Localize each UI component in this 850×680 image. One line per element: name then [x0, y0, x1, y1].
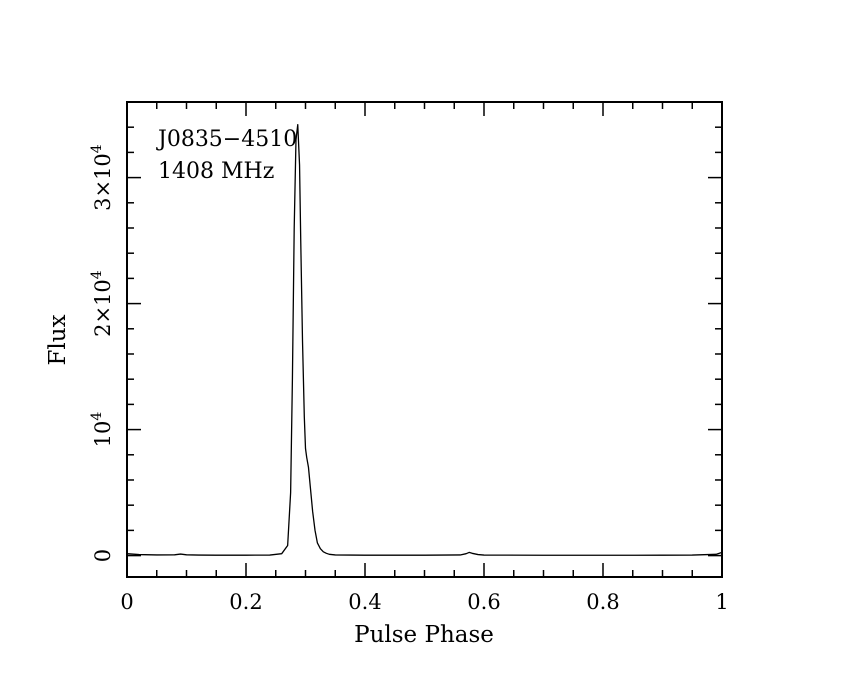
x-tick-label: 0.6: [467, 590, 500, 614]
x-tick-label: 0.8: [586, 590, 619, 614]
y-tick-label: 2×104: [89, 270, 115, 337]
pulse-profile-line: [126, 124, 723, 556]
x-tick-label: 0: [120, 590, 133, 614]
y-tick-label: 0: [91, 549, 115, 562]
x-tick-label: 1: [715, 590, 728, 614]
y-tick-labels: 0 104 2×104 3×104: [89, 144, 115, 562]
x-axis-label: Pulse Phase: [354, 622, 494, 648]
x-tick-label: 0.2: [229, 590, 262, 614]
y-tick-label: 3×104: [89, 144, 115, 211]
source-name-annotation: J0835−4510: [156, 127, 297, 152]
frequency-annotation: 1408 MHz: [158, 159, 274, 184]
axis-ticks: [126, 102, 723, 577]
y-tick-label: 104: [89, 412, 115, 448]
x-tick-labels: 0 0.2 0.4 0.6 0.8 1: [120, 590, 728, 614]
x-tick-label: 0.4: [348, 590, 381, 614]
y-axis-label: Flux: [45, 314, 71, 365]
